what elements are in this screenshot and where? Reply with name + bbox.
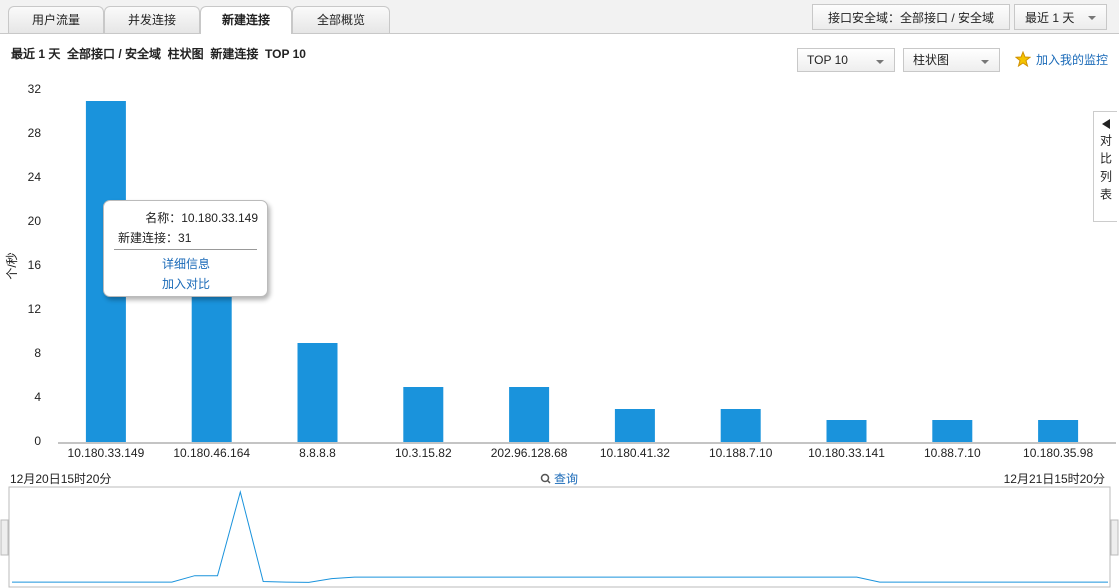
navigator-handle[interactable] xyxy=(1110,519,1119,556)
x-tick-label: 10.180.41.32 xyxy=(600,446,670,460)
tooltip-divider xyxy=(114,249,257,250)
y-tick-label: 12 xyxy=(28,302,42,316)
x-tick-label: 10.180.46.164 xyxy=(173,446,250,460)
x-tick-label: 10.180.33.149 xyxy=(68,446,145,460)
subtitle: 最近 1 天 全部接口 / 安全域 柱状图 新建连接 TOP 10 xyxy=(11,47,306,61)
range-end: 12月21日15时20分 xyxy=(1003,472,1105,486)
tooltip-name-value: 10.180.33.149 xyxy=(181,211,258,225)
y-tick-label: 20 xyxy=(28,214,42,228)
y-tick-label: 16 xyxy=(28,258,42,272)
top-value: TOP 10 xyxy=(807,53,848,67)
y-tick-label: 28 xyxy=(28,126,42,140)
tab[interactable]: 用户流量 xyxy=(8,6,104,33)
x-tick-label: 202.96.128.68 xyxy=(491,446,568,460)
collapse-arrow xyxy=(1101,119,1110,129)
navigator-line xyxy=(12,490,1108,583)
bar xyxy=(826,420,867,442)
y-axis-label: 个/秒 xyxy=(5,252,19,279)
range-start: 12月20日15时20分 xyxy=(10,472,112,486)
x-tick-label: 10.180.35.98 xyxy=(1023,446,1093,460)
query-link[interactable]: 查询 xyxy=(554,472,579,486)
x-tick-label: 10.188.7.10 xyxy=(709,446,773,460)
compare-tab[interactable]: 对比列表 xyxy=(1093,111,1117,222)
tooltip-link[interactable]: 加入对比 xyxy=(162,277,211,291)
bar xyxy=(297,343,338,442)
y-tick-label: 24 xyxy=(28,170,42,184)
search-icon-handle xyxy=(546,479,551,484)
tooltip-value-number: 31 xyxy=(178,231,192,245)
bar xyxy=(932,420,973,442)
x-tick-label: 10.3.15.82 xyxy=(395,446,452,460)
star-icon xyxy=(1015,51,1031,67)
bar xyxy=(403,387,444,442)
bar xyxy=(1038,420,1079,442)
y-tick-label: 32 xyxy=(28,82,42,96)
tab[interactable]: 并发连接 xyxy=(104,6,200,33)
bar xyxy=(720,409,761,442)
time-range: 最近 1 天 xyxy=(1025,11,1075,25)
tab[interactable]: 全部概览 xyxy=(292,6,390,33)
bar xyxy=(191,288,232,442)
y-tick-label: 8 xyxy=(34,346,41,360)
search-icon xyxy=(540,473,550,483)
y-tick-label: 4 xyxy=(34,390,41,404)
bar xyxy=(614,409,655,442)
interface-filter[interactable]: 接口安全域：全部接口 / 安全域 xyxy=(812,4,1010,30)
time-range-select[interactable]: 最近 1 天 xyxy=(1014,4,1107,30)
x-tick-label: 8.8.8.8 xyxy=(299,446,336,460)
tooltip-link[interactable]: 详细信息 xyxy=(162,257,211,271)
x-tick-label: 10.180.33.141 xyxy=(808,446,885,460)
top-select[interactable]: TOP 10 xyxy=(797,48,895,72)
y-tick-label: 0 xyxy=(34,434,41,448)
tooltip-name: 名称：10.180.33.149 xyxy=(104,209,258,226)
add-monitor[interactable]: 加入我的监控 xyxy=(1036,53,1109,67)
navigator-handle[interactable] xyxy=(0,519,9,556)
chart-type-select[interactable]: 柱状图 xyxy=(903,48,1000,72)
tooltip-name-label: 名称： xyxy=(145,211,182,225)
chart-type: 柱状图 xyxy=(913,53,950,67)
x-tick-label: 10.88.7.10 xyxy=(924,446,981,460)
bar xyxy=(509,387,550,442)
tooltip-value-label: 新建连接： xyxy=(118,231,179,245)
navigator-frame xyxy=(8,486,1111,588)
tab-active[interactable]: 新建连接 xyxy=(200,6,292,34)
tooltip-value: 新建连接：31 xyxy=(118,229,191,246)
tooltip: 名称：10.180.33.149 新建连接：31 详细信息 加入对比 xyxy=(103,200,268,297)
compare-label: 对比列表 xyxy=(1098,134,1113,206)
